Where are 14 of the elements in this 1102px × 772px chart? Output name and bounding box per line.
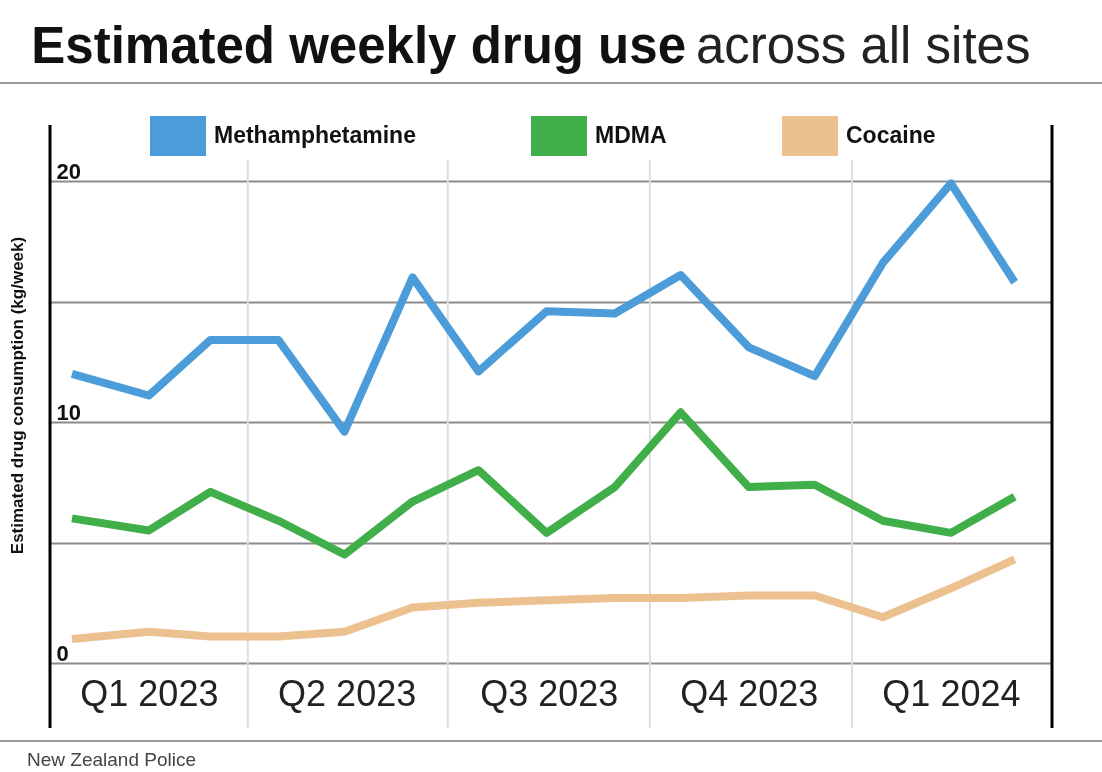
x-tick-label: Q3 2023 bbox=[480, 672, 619, 714]
y-axis-title: Estimated drug consumption (kg/week) bbox=[7, 236, 27, 555]
legend-label: Cocaine bbox=[846, 122, 936, 148]
legend-label: Methamphetamine bbox=[214, 122, 416, 148]
y-tick-label: 20 bbox=[56, 158, 81, 184]
text: New Zealand Police bbox=[27, 749, 196, 770]
y-tick-label: 10 bbox=[56, 399, 81, 425]
x-tick-label: Q1 2023 bbox=[80, 672, 219, 714]
chart-title: Estimated weekly drug use across all sites bbox=[31, 17, 1031, 74]
x-tick-label: Q2 2023 bbox=[278, 672, 417, 714]
x-tick-label: Q1 2024 bbox=[882, 672, 1021, 714]
legend-label: MDMA bbox=[595, 122, 667, 148]
x-tick-label: Q4 2023 bbox=[680, 672, 819, 714]
y-tick-label: 0 bbox=[56, 640, 69, 666]
